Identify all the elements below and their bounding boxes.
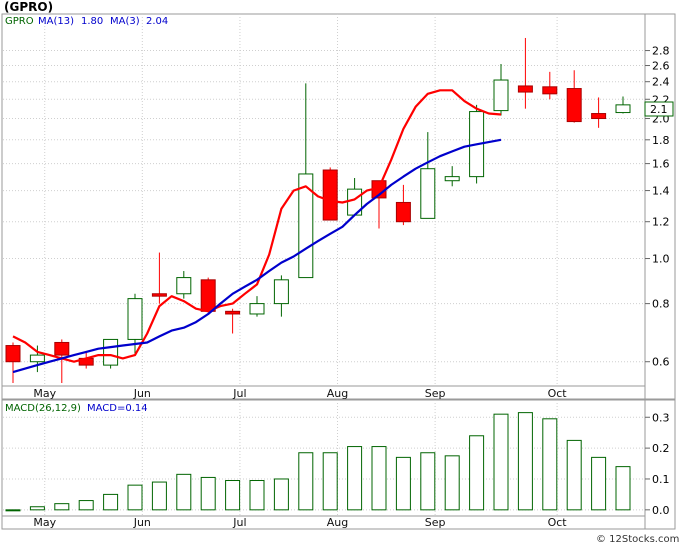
price-ytick-label: 0.8 bbox=[652, 298, 670, 311]
price-ytick-label: 1.4 bbox=[652, 185, 670, 198]
macd-ytick-label: 0.3 bbox=[652, 411, 670, 424]
macd-bar bbox=[493, 413, 509, 511]
price-ytick-label: 2.6 bbox=[652, 60, 670, 73]
price-ytick-label: 1.0 bbox=[652, 253, 670, 266]
price-ytick-label: 0.6 bbox=[652, 356, 670, 369]
candle-body bbox=[273, 279, 289, 305]
macd-bar bbox=[298, 452, 314, 511]
candle-body bbox=[591, 113, 607, 120]
candle-body bbox=[29, 354, 45, 363]
price-xtick-label: Jul bbox=[232, 387, 246, 400]
macd-bar bbox=[127, 484, 143, 511]
macd-xtick-label: Oct bbox=[548, 516, 568, 529]
candle-body bbox=[103, 338, 119, 366]
price-ytick-label: 2.8 bbox=[652, 45, 670, 58]
macd-layer bbox=[5, 412, 631, 512]
macd-bar bbox=[347, 446, 363, 511]
candle-body bbox=[151, 293, 167, 297]
macd-bar bbox=[420, 452, 436, 511]
candle-body bbox=[54, 341, 70, 356]
price-xtick-label: May bbox=[33, 387, 56, 400]
price-ytick-label: 1.6 bbox=[652, 158, 670, 171]
candle-body bbox=[566, 88, 582, 123]
macd-legend-value: MACD=0.14 bbox=[87, 403, 148, 414]
macd-bar bbox=[54, 503, 70, 511]
candle-body bbox=[322, 169, 338, 221]
price-layer bbox=[5, 37, 631, 383]
macd-bar bbox=[103, 493, 119, 511]
candle-body bbox=[420, 168, 436, 219]
ma3-line bbox=[12, 89, 502, 363]
candle-body bbox=[249, 303, 265, 315]
macd-bar bbox=[615, 466, 631, 511]
candle-body bbox=[615, 104, 631, 114]
credit-text: © 12Stocks.com bbox=[596, 534, 679, 545]
macd-bar bbox=[371, 446, 387, 511]
macd-ytick-label: 0.0 bbox=[652, 504, 670, 517]
macd-legend-label: MACD(26,12,9) bbox=[5, 403, 81, 414]
candle-body bbox=[395, 201, 411, 223]
macd-bar bbox=[249, 480, 265, 511]
macd-bar bbox=[176, 473, 192, 511]
candle-body bbox=[127, 298, 143, 340]
price-xtick-label: Jun bbox=[133, 387, 151, 400]
candle-body bbox=[5, 345, 21, 363]
price-xtick-label: Oct bbox=[548, 387, 568, 400]
macd-bar bbox=[78, 500, 94, 511]
macd-xtick-label: Sep bbox=[425, 516, 446, 529]
chart-title: (GPRO) bbox=[4, 0, 53, 14]
price-ytick-label: 2.4 bbox=[652, 76, 670, 89]
legend-ma3-value: 2.04 bbox=[146, 16, 168, 27]
candle-body bbox=[176, 277, 192, 295]
candle-body bbox=[225, 310, 241, 315]
price-xtick-label: Aug bbox=[327, 387, 348, 400]
macd-bar bbox=[273, 478, 289, 511]
macd-bar bbox=[225, 480, 241, 511]
macd-bar bbox=[517, 412, 533, 511]
candle-body bbox=[542, 86, 558, 95]
macd-bar bbox=[542, 418, 558, 511]
macd-bar bbox=[395, 456, 411, 511]
price-ytick-label: 1.8 bbox=[652, 134, 670, 147]
legend-ma13-label: MA(13) bbox=[38, 16, 74, 27]
macd-bar bbox=[151, 481, 167, 511]
macd-xtick-label: Jul bbox=[232, 516, 246, 529]
last-price-label: 2.1 bbox=[650, 103, 668, 116]
last-price-box bbox=[644, 101, 674, 117]
macd-xtick-label: Jun bbox=[133, 516, 151, 529]
price-ytick-label: 1.2 bbox=[652, 216, 670, 229]
macd-bar bbox=[29, 506, 45, 511]
macd-xtick-label: Aug bbox=[327, 516, 348, 529]
macd-bar bbox=[591, 456, 607, 511]
macd-bar bbox=[469, 435, 485, 511]
candle-body bbox=[200, 279, 216, 312]
ma13-line bbox=[12, 138, 502, 374]
macd-bar bbox=[322, 452, 338, 511]
candle-body bbox=[493, 79, 509, 112]
macd-ytick-label: 0.2 bbox=[652, 442, 670, 455]
candle-body bbox=[517, 85, 533, 93]
macd-bar bbox=[5, 509, 21, 512]
legend-ma3-label: MA(3) bbox=[110, 16, 140, 27]
price-panel-frame bbox=[1, 13, 676, 400]
legend-ma13-value: 1.80 bbox=[81, 16, 103, 27]
macd-bar bbox=[444, 455, 460, 511]
macd-bar bbox=[200, 476, 216, 511]
candle-body bbox=[444, 176, 460, 182]
legend-ticker: GPRO bbox=[5, 16, 34, 27]
macd-ytick-label: 0.1 bbox=[652, 473, 670, 486]
macd-panel-frame bbox=[1, 399, 676, 530]
macd-bar bbox=[566, 439, 582, 511]
macd-xtick-label: May bbox=[33, 516, 56, 529]
price-xtick-label: Sep bbox=[425, 387, 446, 400]
